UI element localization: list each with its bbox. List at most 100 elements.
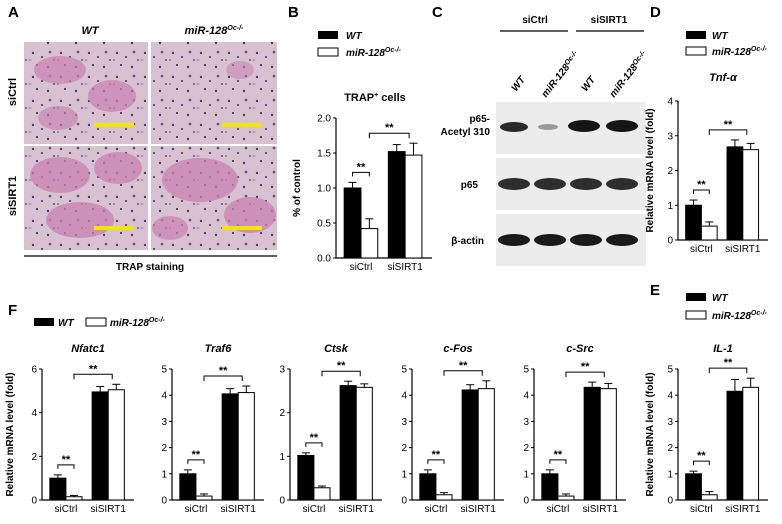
bar-ko-sictrl xyxy=(195,495,213,501)
y-tick-label: 0 xyxy=(667,496,673,507)
x-tick-label: siCtrl xyxy=(425,504,448,515)
x-tick-label: siSIRT1 xyxy=(339,504,375,515)
bar-ko-sictrl xyxy=(700,225,718,241)
y-axis-label: Relative mRNA level (fold) xyxy=(645,108,656,232)
bar-wt-sictrl xyxy=(49,477,67,501)
chart-title-b: TRAP+ cells xyxy=(344,92,406,104)
y-tick-label: 1 xyxy=(667,201,673,212)
micrograph-row-sictrl: siCtrl xyxy=(7,78,19,106)
bar-wt-sictrl xyxy=(685,473,702,501)
y-axis-label: % of control xyxy=(292,159,303,217)
y-tick-label: 1 xyxy=(523,469,529,480)
x-tick-label: siSIRT1 xyxy=(583,504,619,515)
x-tick-label: siSIRT1 xyxy=(91,504,127,515)
legend-b: WT miR-128Oc-/- xyxy=(317,31,402,59)
chart-f-csrc: 0 1 2 3 4 5 c-Src siCtrl siSIRT1 ** ** xyxy=(523,343,626,515)
y-tick-label: 0 xyxy=(401,496,407,507)
panel-letter-f: F xyxy=(8,302,17,319)
sig-label: ** xyxy=(219,365,228,377)
bar-ko-sictrl xyxy=(313,487,331,501)
legend-label-wt: WT xyxy=(712,31,728,42)
legend-label-ko: miR-128Oc-/- xyxy=(712,46,768,58)
y-tick-label: 3 xyxy=(279,365,285,376)
sig-bracket-sictrl xyxy=(305,442,323,447)
y-tick-label: 0.0 xyxy=(317,254,331,265)
chart-title: c-Src xyxy=(566,343,594,355)
blot-group-sisirt1: siSIRT1 xyxy=(591,15,628,26)
legend-f: WT miR-128Oc-/- xyxy=(34,317,166,329)
legend-label-wt: WT xyxy=(712,293,728,304)
y-tick-label: 3 xyxy=(523,417,529,428)
legend-swatch-ko xyxy=(317,47,339,57)
y-tick-label: 6 xyxy=(31,365,37,376)
y-tick-label: 0 xyxy=(667,236,673,247)
bar-ko-sisirt1 xyxy=(237,392,255,501)
bar-ko-sisirt1 xyxy=(742,386,760,501)
y-tick-label: 0 xyxy=(523,496,529,507)
y-tick-label: 2.0 xyxy=(317,114,331,125)
x-tick-label: siCtrl xyxy=(690,244,713,255)
legend-swatch-wt xyxy=(34,318,54,326)
lane-label-3: WT xyxy=(580,74,599,94)
chart-title: Traf6 xyxy=(205,343,233,355)
sig-bracket-sictrl xyxy=(693,460,710,466)
chart-e: 0 1 2 3 4 5 IL-1 Relative mRNA level (fold) siCt… xyxy=(645,343,768,515)
sig-label: ** xyxy=(724,357,733,369)
x-tick-label: siCtrl xyxy=(350,262,373,273)
y-tick-label: 2 xyxy=(401,443,407,454)
sig-label: ** xyxy=(697,450,706,462)
y-tick-label: 5 xyxy=(667,365,673,376)
y-tick-label: 2 xyxy=(523,443,529,454)
legend-label-ko: miR-128Oc-/- xyxy=(346,47,402,59)
bar-ko-sisirt1 xyxy=(355,386,373,501)
y-tick-label: 4 xyxy=(161,391,167,402)
x-tick-label: siSIRT1 xyxy=(725,244,761,255)
x-tick-label: siSIRT1 xyxy=(387,262,423,273)
sig-label: ** xyxy=(89,363,98,375)
bar-ko-sictrl xyxy=(700,494,718,501)
sig-label: ** xyxy=(432,449,441,461)
y-tick-label: 0.5 xyxy=(317,219,331,230)
sig-bracket-between xyxy=(708,129,748,135)
blot-p65 xyxy=(496,158,646,210)
bar-ko-sisirt1 xyxy=(404,154,423,259)
bar-ko-sictrl xyxy=(557,495,575,501)
bar-wt-sisirt1 xyxy=(461,389,479,501)
y-tick-label: 0 xyxy=(161,496,167,507)
bar-wt-sictrl xyxy=(541,473,559,501)
sig-label: ** xyxy=(554,449,563,461)
panel-letter-d: D xyxy=(650,4,661,21)
sig-bracket-between xyxy=(443,370,483,376)
legend-swatch-wt xyxy=(686,293,706,301)
y-tick-label: 2 xyxy=(667,166,673,177)
chart-title: IL-1 xyxy=(713,343,733,355)
sig-label: ** xyxy=(724,119,733,131)
legend-label-wt: WT xyxy=(58,318,74,329)
sig-bracket-sictrl xyxy=(57,464,75,469)
bar-wt-sisirt1 xyxy=(91,391,109,501)
bar-ko-sisirt1 xyxy=(477,388,495,501)
sig-label: ** xyxy=(192,449,201,461)
chart-f-cfos: 0 1 2 3 4 5 c-Fos siCtrl siSIRT1 ** ** xyxy=(401,343,504,515)
chart-d: 0 1 2 3 4 Tnf-α Relative mRNA level (fold) siCt… xyxy=(645,72,768,255)
panel-c: C siCtrl siSIRT1 WT miR-128Oc-/- WT miR-… xyxy=(432,4,647,266)
panel-b: B WT miR-128Oc-/- TRAP+ cells 0.0 0.5 1.0 1… xyxy=(288,4,432,273)
y-tick-label: 2 xyxy=(31,452,37,463)
blot-beta-actin xyxy=(496,214,646,266)
y-tick-label: 4 xyxy=(401,391,407,402)
y-tick-label: 3 xyxy=(667,131,673,142)
micrograph-ko-sictrl xyxy=(151,42,277,144)
micrograph-col-wt: WT xyxy=(81,25,99,37)
sig-bracket-between xyxy=(565,371,605,378)
y-tick-label: 5 xyxy=(161,365,167,376)
lane-label-1: WT xyxy=(510,74,529,94)
panel-letter-c: C xyxy=(432,4,443,21)
bar-wt-sictrl xyxy=(343,187,362,259)
blot-p65-acetyl xyxy=(496,102,646,154)
y-tick-label: 2 xyxy=(667,443,673,454)
legend-label-ko: miR-128Oc-/- xyxy=(110,317,166,329)
x-tick-label: siSIRT1 xyxy=(221,504,257,515)
sig-bracket-between xyxy=(73,373,113,380)
y-tick-label: 3 xyxy=(667,417,673,428)
